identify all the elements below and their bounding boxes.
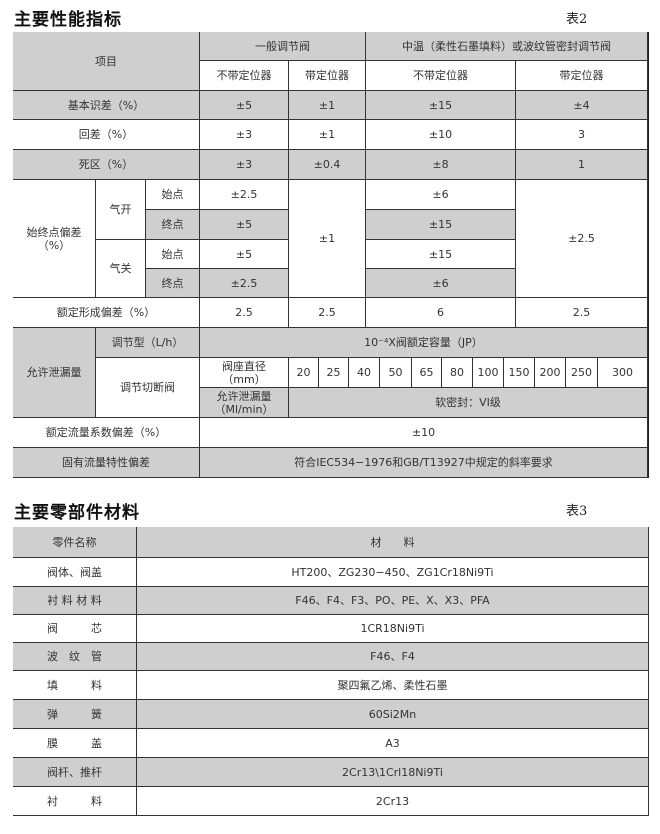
endpoint-value: ±15 bbox=[366, 240, 516, 269]
seat-size: 80 bbox=[442, 358, 473, 388]
row-value: ±0.4 bbox=[289, 150, 366, 180]
row-value: ±10 bbox=[366, 120, 516, 150]
seat-size: 40 bbox=[349, 358, 380, 388]
part-name: 衬 料 材 料 bbox=[13, 587, 137, 615]
row-label: 基本识差（%） bbox=[13, 91, 200, 120]
part-name: 弹 簧 bbox=[13, 700, 137, 729]
row-value: ±5 bbox=[200, 91, 289, 120]
endpoint-value: ±2.5 bbox=[516, 180, 648, 298]
part-material: 2Cr13\1Crl18Ni9Ti bbox=[137, 758, 649, 787]
endpoint-value: ±15 bbox=[366, 210, 516, 240]
end-point-label: 终点 bbox=[146, 269, 200, 298]
air-close-label: 气关 bbox=[96, 240, 146, 298]
seat-size: 65 bbox=[412, 358, 442, 388]
row-value: ±1 bbox=[289, 120, 366, 150]
row-value: 3 bbox=[516, 120, 648, 150]
start-point-label: 始点 bbox=[146, 240, 200, 269]
row-value: 符合IEC534−1976和GB/T13927中规定的斜率要求 bbox=[200, 448, 648, 478]
performance-title: 主要性能指标 bbox=[14, 10, 122, 30]
part-material: 聚四氟乙烯、柔性石墨 bbox=[137, 671, 649, 700]
header-sub: 带定位器 bbox=[289, 61, 366, 91]
header-sub: 不带定位器 bbox=[200, 61, 289, 91]
endpoint-value: ±6 bbox=[366, 180, 516, 210]
row-value: 2.5 bbox=[200, 298, 289, 328]
row-value: ±10 bbox=[200, 418, 648, 448]
part-name: 阀 芯 bbox=[13, 615, 137, 643]
endpoint-value: ±2.5 bbox=[200, 180, 289, 210]
row-value: 6 bbox=[366, 298, 516, 328]
row-value: 2.5 bbox=[289, 298, 366, 328]
allowed-leakage-value: 软密封：VI级 bbox=[289, 388, 648, 418]
row-label: 额定形成偏差（%） bbox=[13, 298, 200, 328]
seat-size: 25 bbox=[319, 358, 349, 388]
part-name: 阀杆、推杆 bbox=[13, 758, 137, 787]
part-name: 填 料 bbox=[13, 671, 137, 700]
row-value: ±15 bbox=[366, 91, 516, 120]
row-value: 2.5 bbox=[516, 298, 648, 328]
row-value: ±3 bbox=[200, 120, 289, 150]
seat-diameter-label: 阀座直径 （mm） bbox=[200, 358, 289, 388]
row-value: ±4 bbox=[516, 91, 648, 120]
endpoint-value: ±6 bbox=[366, 269, 516, 298]
header-sub: 带定位器 bbox=[516, 61, 648, 91]
row-value: ±3 bbox=[200, 150, 289, 180]
endpoint-value: ±2.5 bbox=[200, 269, 289, 298]
part-material: HT200、ZG230−450、ZG1Cr18Ni9Ti bbox=[137, 558, 649, 587]
row-label: 固有流量特性偏差 bbox=[13, 448, 200, 478]
shutoff-label: 调节切断阀 bbox=[96, 358, 200, 418]
row-value: ±1 bbox=[289, 91, 366, 120]
endpoint-value: ±1 bbox=[289, 180, 366, 298]
regulating-label: 调节型（L/h） bbox=[96, 328, 200, 358]
part-material: 1CR18Ni9Ti bbox=[137, 615, 649, 643]
part-name: 膜 盖 bbox=[13, 729, 137, 758]
seat-size: 50 bbox=[380, 358, 412, 388]
header-item: 项目 bbox=[13, 32, 200, 91]
performance-table-number: 表2 bbox=[566, 12, 588, 27]
row-label: 额定流量系数偏差（%） bbox=[13, 418, 200, 448]
header-seal-valve: 中温（柔性石墨填料）或波纹管密封调节阀 bbox=[366, 32, 648, 61]
seat-size: 250 bbox=[566, 358, 598, 388]
part-material: F46、F4、F3、PO、PE、X、X3、PFA bbox=[137, 587, 649, 615]
part-name: 衬 料 bbox=[13, 787, 137, 816]
part-material: 2Cr13 bbox=[137, 787, 649, 816]
header-sub: 不带定位器 bbox=[366, 61, 516, 91]
header-general-valve: 一般调节阀 bbox=[200, 32, 366, 61]
air-open-label: 气开 bbox=[96, 180, 146, 240]
seat-size: 150 bbox=[504, 358, 535, 388]
seat-size: 300 bbox=[598, 358, 648, 388]
materials-table-number: 表3 bbox=[566, 504, 588, 519]
row-label: 死区（%） bbox=[13, 150, 200, 180]
part-name: 阀体、阀盖 bbox=[13, 558, 137, 587]
header-part-name: 零件名称 bbox=[13, 527, 137, 558]
materials-title: 主要零部件材料 bbox=[14, 503, 140, 523]
part-name: 波 纹 管 bbox=[13, 643, 137, 671]
seat-size: 20 bbox=[289, 358, 319, 388]
seat-size: 100 bbox=[473, 358, 504, 388]
row-value: 1 bbox=[516, 150, 648, 180]
part-material: F46、F4 bbox=[137, 643, 649, 671]
performance-table: 项目 一般调节阀 中温（柔性石墨填料）或波纹管密封调节阀 不带定位器 带定位器 不带定位器… bbox=[13, 32, 649, 478]
row-value: ±8 bbox=[366, 150, 516, 180]
regulating-value: 10⁻⁴X阀额定容量（JP） bbox=[200, 328, 648, 358]
header-material: 材 料 bbox=[137, 527, 649, 558]
part-material: A3 bbox=[137, 729, 649, 758]
end-point-label: 终点 bbox=[146, 210, 200, 240]
row-label: 回差（%） bbox=[13, 120, 200, 150]
materials-table: 零件名称材 料阀体、阀盖 HT200、ZG230−450、ZG1Cr18Ni9Ti… bbox=[13, 527, 649, 816]
allowed-leakage-label: 允许泄漏量 （Ml/min） bbox=[200, 388, 289, 418]
seat-size: 200 bbox=[535, 358, 566, 388]
endpoint-value: ±5 bbox=[200, 210, 289, 240]
endpoint-value: ±5 bbox=[200, 240, 289, 269]
start-point-label: 始点 bbox=[146, 180, 200, 210]
part-material: 60Si2Mn bbox=[137, 700, 649, 729]
endpoint-label: 始终点偏差（%） bbox=[13, 180, 96, 298]
leakage-label: 允许泄漏量 bbox=[13, 328, 96, 418]
